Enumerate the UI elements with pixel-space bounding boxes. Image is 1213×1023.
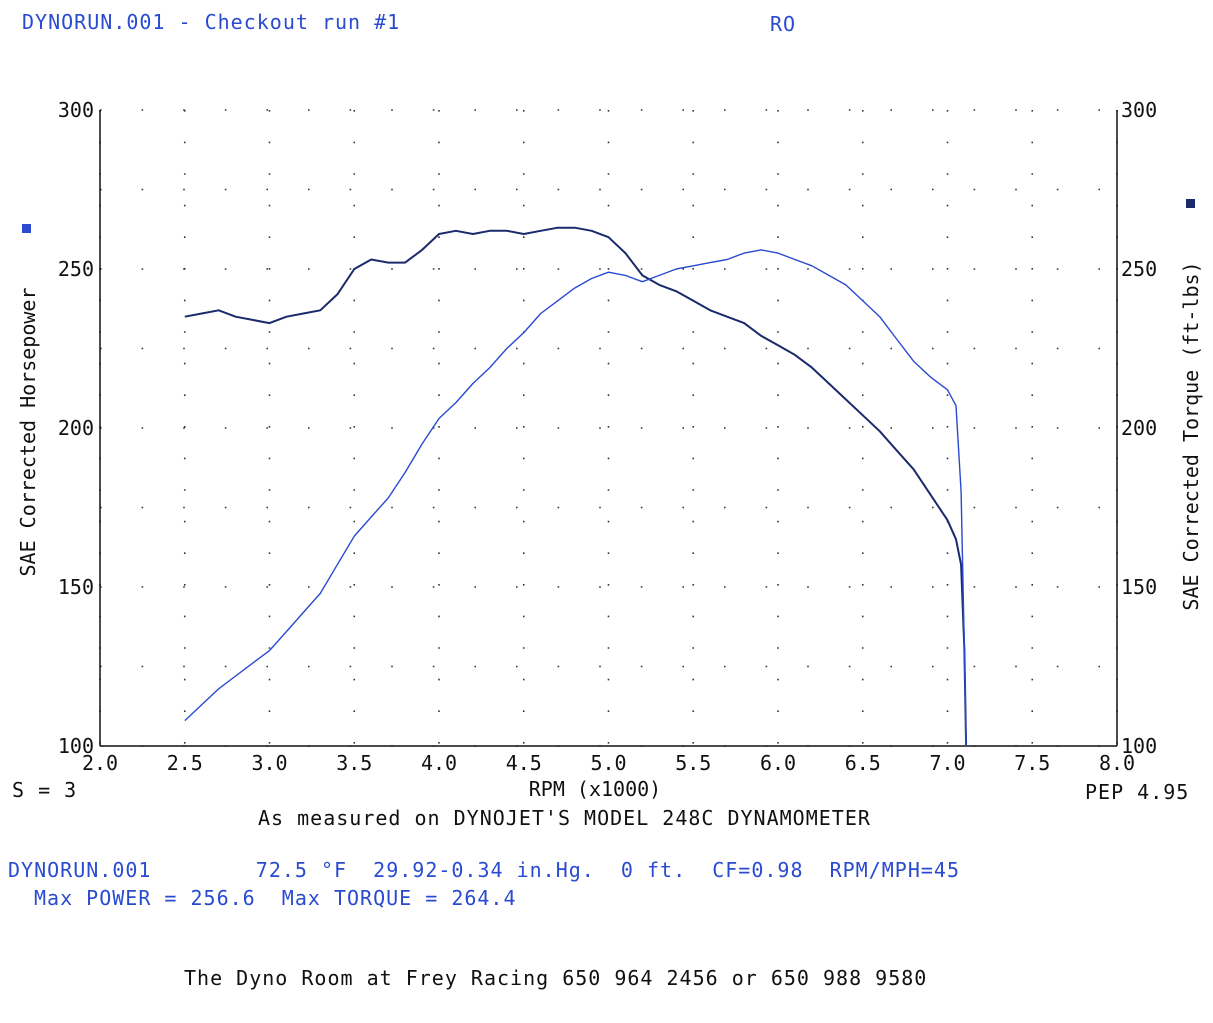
x-axis-label: RPM (x1000) — [529, 777, 661, 801]
y-axis-label-right: SAE Corrected Torque (ft-lbs) — [1179, 261, 1203, 610]
series-lines — [184, 226, 968, 747]
x-tick-label: 5.5 — [675, 751, 711, 775]
x-tick-label: 5.0 — [590, 751, 626, 775]
y-tick-label-left: 200 — [58, 416, 94, 440]
x-tick-label: 3.5 — [336, 751, 372, 775]
x-tick-label: 2.5 — [167, 751, 203, 775]
shop-info: The Dyno Room at Frey Racing 650 964 245… — [184, 966, 928, 990]
y-tick-label-left: 250 — [58, 257, 94, 281]
y-tick-label-right: 100 — [1121, 734, 1157, 758]
torque-line — [184, 226, 968, 747]
operator-code: RO — [770, 12, 797, 36]
x-tick-label: 6.5 — [845, 751, 881, 775]
tick-labels: 2.0 2.5 3.0 3.5 4.0 4.5 5.0 5.5 6.0 6.5 7.0 7.5 8.01… — [58, 98, 1157, 775]
y-axis-label-left: SAE Corrected Horsepower — [16, 288, 40, 577]
x-tick-label: 4.0 — [421, 751, 457, 775]
smoothing-label: S = 3 — [12, 778, 78, 802]
dynamometer-note: As measured on DYNOJET'S MODEL 248C DYNA… — [258, 806, 871, 830]
y-tick-label-left: 300 — [58, 98, 94, 122]
x-tick-label: 4.5 — [506, 751, 542, 775]
x-tick-label: 7.0 — [929, 751, 965, 775]
axes — [99, 110, 1118, 747]
x-tick-label: 8.0 — [1099, 751, 1135, 775]
x-tick-label: 7.5 — [1014, 751, 1050, 775]
y-tick-label-left: 100 — [58, 734, 94, 758]
horsepower-legend-swatch — [22, 224, 31, 233]
run-title: DYNORUN.001 - Checkout run #1 — [22, 10, 401, 34]
x-tick-label: 2.0 — [82, 751, 118, 775]
y-tick-label-left: 150 — [58, 575, 94, 599]
y-tick-label-right: 200 — [1121, 416, 1157, 440]
torque-legend-swatch — [1186, 199, 1195, 208]
y-tick-label-right: 150 — [1121, 575, 1157, 599]
y-tick-label-right: 300 — [1121, 98, 1157, 122]
pep-version: PEP 4.95 — [1085, 780, 1190, 804]
run-conditions: DYNORUN.001 72.5 °F 29.92-0.34 in.Hg. 0 … — [8, 858, 960, 882]
x-tick-label: 3.0 — [251, 751, 287, 775]
x-tick-label: 6.0 — [760, 751, 796, 775]
horsepower-line — [184, 249, 967, 747]
y-tick-label-right: 250 — [1121, 257, 1157, 281]
max-values: Max POWER = 256.6 Max TORQUE = 264.4 — [34, 886, 517, 910]
